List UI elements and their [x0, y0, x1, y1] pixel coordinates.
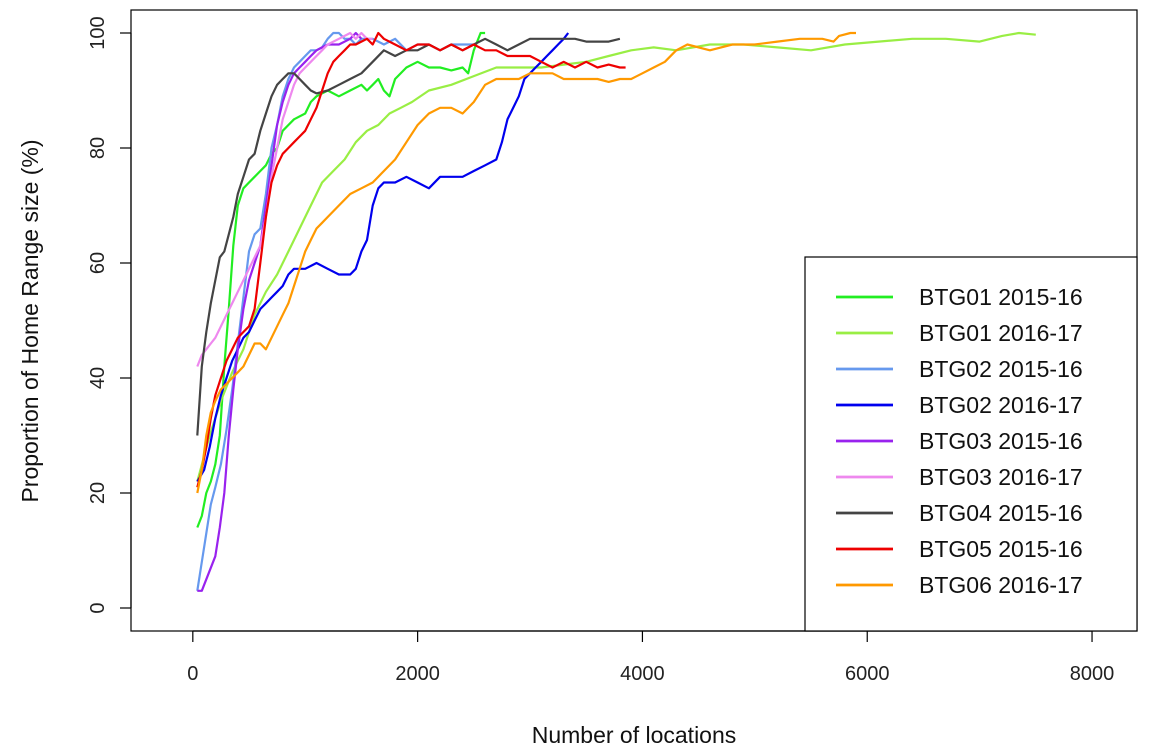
- x-axis-title: Number of locations: [532, 722, 737, 748]
- legend-label: BTG01 2016-17: [919, 320, 1083, 346]
- y-tick-label: 20: [87, 482, 109, 504]
- legend-label: BTG01 2015-16: [919, 284, 1083, 310]
- legend-label: BTG02 2015-16: [919, 356, 1083, 382]
- series-line-7: [196, 31, 626, 488]
- x-tick-label: 4000: [620, 663, 665, 685]
- legend-label: BTG05 2015-16: [919, 536, 1083, 562]
- y-tick-label: 60: [87, 252, 109, 274]
- x-tick-label: 0: [187, 663, 198, 685]
- legend-label: BTG03 2015-16: [919, 428, 1083, 454]
- y-tick-label: 80: [87, 137, 109, 159]
- series-line-4: [197, 31, 363, 592]
- y-axis: 0 20 40 60 80 100: [87, 16, 132, 614]
- legend-label: BTG06 2016-17: [919, 572, 1083, 598]
- series-line-5: [196, 31, 373, 367]
- series-line-2: [196, 31, 474, 591]
- legend-label: BTG04 2015-16: [919, 500, 1083, 526]
- x-tick-label: 6000: [845, 663, 890, 685]
- series-line-8: [196, 31, 856, 494]
- legend-label: BTG02 2016-17: [919, 392, 1083, 418]
- legend-label: BTG03 2016-17: [919, 464, 1083, 490]
- y-tick-label: 0: [87, 602, 109, 613]
- series-line-3: [196, 32, 570, 483]
- x-tick-label: 2000: [395, 663, 440, 685]
- series-layer: [196, 31, 1036, 592]
- series-line-6: [196, 37, 621, 436]
- x-axis: 0 2000 4000 6000 8000: [187, 630, 1115, 685]
- legend: BTG01 2015-16 BTG01 2016-17 BTG02 2015-16 B…: [804, 256, 1138, 632]
- y-axis-title: Proportion of Home Range size (%): [17, 139, 43, 502]
- y-tick-label: 100: [87, 16, 109, 49]
- legend-box: [804, 256, 1138, 632]
- y-tick-label: 40: [87, 367, 109, 389]
- series-line-1: [196, 31, 1036, 482]
- x-tick-label: 8000: [1070, 663, 1115, 685]
